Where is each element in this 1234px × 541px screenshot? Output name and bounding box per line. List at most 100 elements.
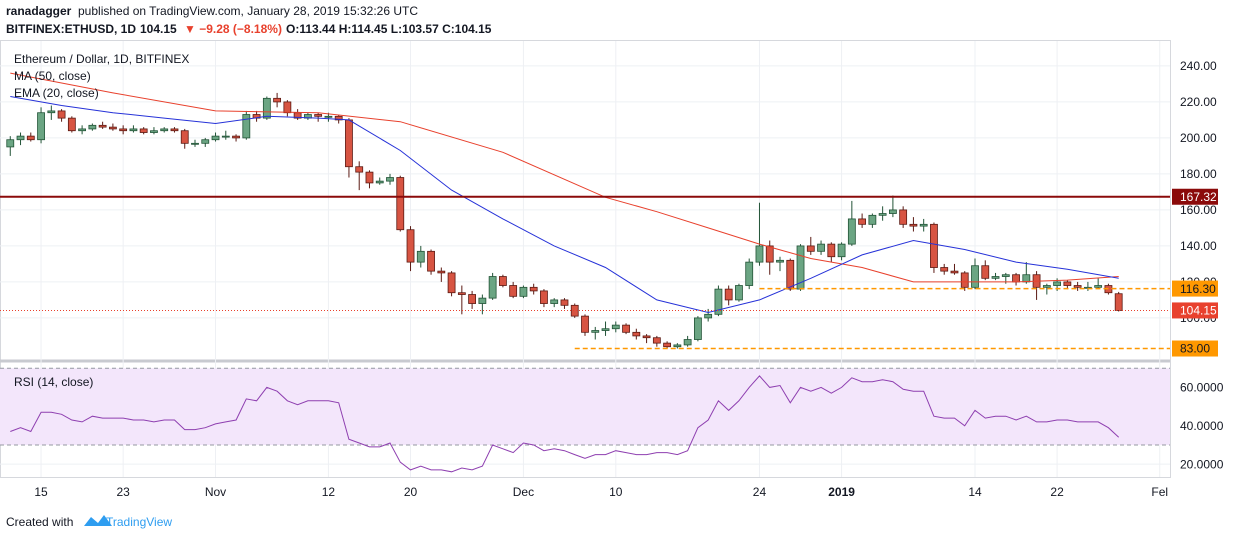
candle-body (232, 135, 240, 139)
candle-body (581, 315, 589, 333)
candle-body (991, 276, 1000, 279)
candle-body (704, 313, 713, 319)
published-note: published on TradingView.com, January 28… (78, 4, 418, 18)
candle-body (878, 213, 887, 216)
candle-body (827, 243, 836, 258)
candle-body (211, 135, 220, 141)
candle-body (262, 97, 271, 119)
candle-body (1063, 281, 1072, 286)
indicator-line (10, 72, 1119, 283)
x-tick-label: 23 (116, 485, 130, 499)
x-tick-label: 15 (34, 485, 48, 499)
x-tick-label: 2019 (828, 485, 855, 499)
pane-frame (0, 40, 1171, 478)
candle-body (817, 243, 825, 252)
candle-body (437, 270, 446, 274)
candle-body (16, 135, 25, 141)
price-badge-label: 83.00 (1180, 342, 1210, 356)
candle-body (488, 276, 497, 299)
legend-entry: RSI (14, close) (14, 375, 93, 389)
y-tick-label: 180.00 (1180, 167, 1217, 181)
candle-body (622, 324, 630, 333)
candle-body (847, 218, 856, 245)
candle-body (540, 290, 548, 304)
candle-body (919, 223, 928, 227)
candle-body (888, 209, 897, 214)
candle-body (78, 128, 87, 132)
candle-body (334, 115, 343, 121)
candle-body (324, 115, 333, 118)
indicator-line (10, 96, 1119, 314)
candle-body (67, 117, 76, 132)
indicator-line (10, 375, 1120, 473)
x-tick-label: Dec (513, 485, 534, 499)
candle-body (345, 119, 353, 168)
candle-body (755, 245, 764, 263)
rsi-band (0, 368, 1170, 445)
y-tick-label: 200.00 (1180, 131, 1217, 145)
candle-body (745, 261, 754, 286)
candle-body (150, 130, 158, 133)
candle-body (663, 342, 672, 348)
candle-body (1114, 293, 1123, 311)
candle-body (129, 128, 138, 132)
candle-body (971, 265, 979, 288)
candle-body (201, 139, 210, 144)
candle-body (365, 171, 374, 184)
candle-body (314, 114, 323, 117)
candle-body (570, 304, 579, 317)
candle-body (180, 130, 189, 144)
candle-body (550, 299, 559, 304)
y-tick-label: 140.00 (1180, 239, 1217, 253)
pane (6, 72, 1123, 349)
candle-body (139, 128, 148, 133)
x-tick-label: 10 (609, 485, 623, 499)
x-tick-label: 22 (1050, 485, 1064, 499)
price-change: ▼ −9.28 (−8.18%) (184, 22, 282, 36)
symbol: BITFINEX:ETHUSD, 1D (6, 22, 136, 36)
candle-body (221, 135, 230, 138)
candle-body (416, 250, 425, 263)
candle-body (1042, 285, 1051, 288)
candle-body (355, 166, 364, 173)
candle-body (673, 344, 682, 348)
candle-body (591, 330, 600, 333)
x-tick-label: 24 (753, 485, 767, 499)
candle-body (457, 292, 466, 295)
candle-body (6, 139, 15, 148)
candle-body (386, 177, 394, 182)
legend-entry: MA (50, close) (14, 69, 91, 83)
candle-body (57, 110, 66, 119)
candle-body (1012, 274, 1020, 283)
legend-entry: EMA (20, close) (14, 86, 99, 100)
logo (84, 515, 112, 526)
candle-body (960, 272, 969, 288)
candle-body (909, 223, 918, 227)
x-tick-label: Nov (205, 485, 226, 499)
y-tick-label: 220.00 (1180, 95, 1217, 109)
candle-body (478, 297, 487, 304)
candle-body (1094, 285, 1103, 288)
candle-body (601, 328, 610, 331)
candle-body (108, 126, 117, 130)
candle-body (868, 214, 877, 225)
candle-body (1001, 274, 1010, 277)
candle-body (981, 265, 990, 279)
candle-body (786, 259, 795, 290)
candle-body (642, 335, 651, 339)
candle-body (950, 270, 959, 274)
candle-body (37, 112, 45, 141)
last-price: 104.15 (140, 22, 177, 36)
candle-body (26, 135, 35, 141)
x-tick-label: Fel (1151, 485, 1168, 499)
candle-body (242, 114, 251, 139)
candle-body (160, 128, 169, 132)
grid (0, 41, 1170, 477)
candle-body (396, 177, 405, 231)
y-tick-label: 60.0000 (1180, 381, 1224, 395)
price-badge-label: 167.32 (1180, 190, 1217, 204)
candle-body (283, 101, 292, 114)
candle-body (940, 267, 949, 272)
candle-body (529, 286, 538, 292)
ohlc: O:113.44 H:114.45 L:103.57 C:104.15 (286, 22, 492, 36)
